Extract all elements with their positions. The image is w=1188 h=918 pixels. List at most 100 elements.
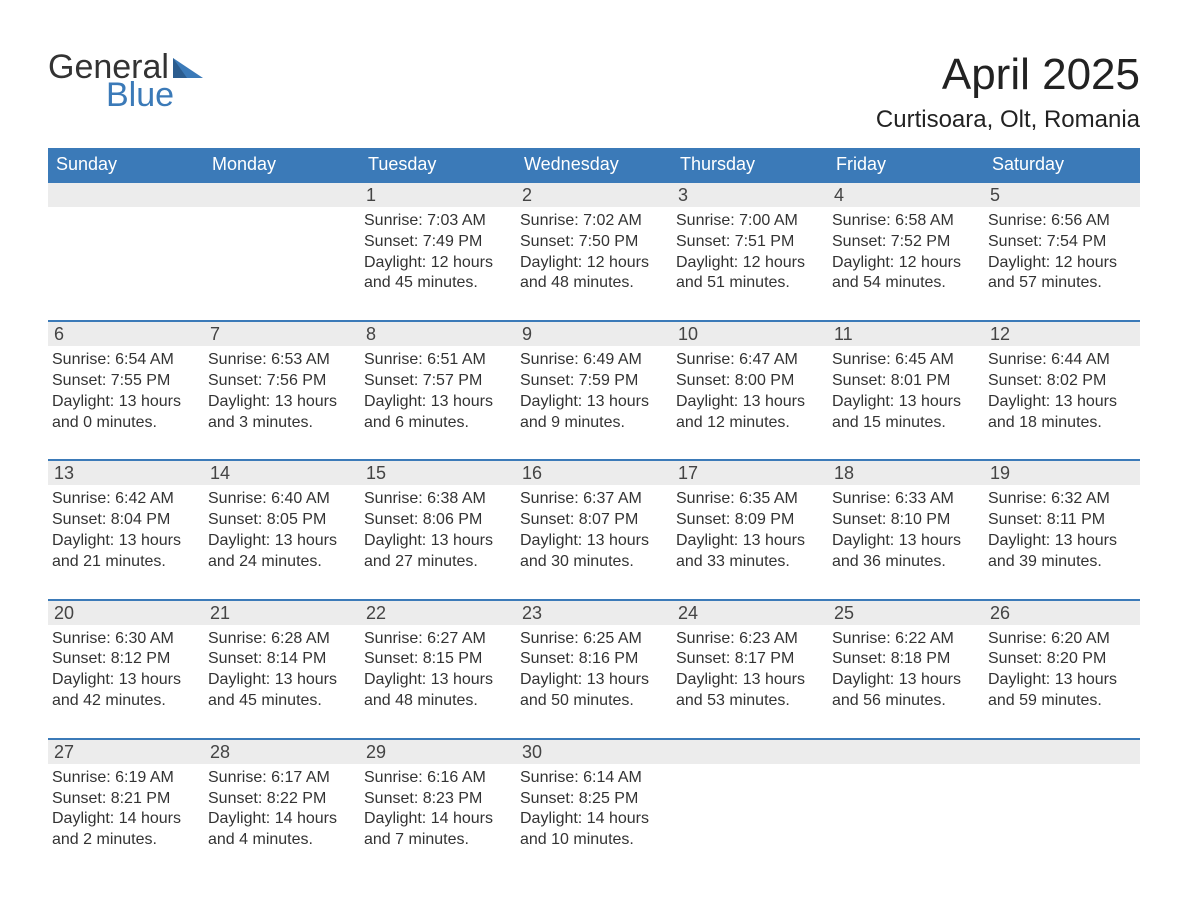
day-cell: 14Sunrise: 6:40 AMSunset: 8:05 PMDayligh…	[204, 460, 360, 599]
day-cell: 10Sunrise: 6:47 AMSunset: 8:00 PMDayligh…	[672, 321, 828, 460]
day-number: 26	[984, 601, 1140, 625]
daylight-line: Daylight: 13 hours and 0 minutes.	[52, 392, 198, 434]
day-cell: 18Sunrise: 6:33 AMSunset: 8:10 PMDayligh…	[828, 460, 984, 599]
day-cell: 20Sunrise: 6:30 AMSunset: 8:12 PMDayligh…	[48, 600, 204, 739]
day-body: Sunrise: 6:47 AMSunset: 8:00 PMDaylight:…	[672, 346, 828, 459]
daylight-line: Daylight: 13 hours and 3 minutes.	[208, 392, 354, 434]
daylight-line: Daylight: 13 hours and 9 minutes.	[520, 392, 666, 434]
day-cell: 30Sunrise: 6:14 AMSunset: 8:25 PMDayligh…	[516, 739, 672, 877]
day-body: Sunrise: 6:16 AMSunset: 8:23 PMDaylight:…	[360, 764, 516, 877]
day-number: 10	[672, 322, 828, 346]
day-number: 8	[360, 322, 516, 346]
weekday-header: Wednesday	[516, 148, 672, 182]
sunset-line: Sunset: 8:00 PM	[676, 371, 822, 392]
daylight-line: Daylight: 13 hours and 59 minutes.	[988, 670, 1134, 712]
sunrise-line: Sunrise: 7:00 AM	[676, 211, 822, 232]
sunset-line: Sunset: 8:20 PM	[988, 649, 1134, 670]
daylight-line: Daylight: 13 hours and 27 minutes.	[364, 531, 510, 573]
daylight-line: Daylight: 14 hours and 10 minutes.	[520, 809, 666, 851]
logo-word2: Blue	[106, 78, 207, 112]
day-number: 2	[516, 183, 672, 207]
weekday-header: Tuesday	[360, 148, 516, 182]
day-body	[204, 207, 360, 307]
day-cell	[672, 739, 828, 877]
day-number: 4	[828, 183, 984, 207]
weekday-header-row: SundayMondayTuesdayWednesdayThursdayFrid…	[48, 148, 1140, 182]
daylight-line: Daylight: 13 hours and 18 minutes.	[988, 392, 1134, 434]
sunset-line: Sunset: 8:22 PM	[208, 789, 354, 810]
sunset-line: Sunset: 7:52 PM	[832, 232, 978, 253]
daylight-line: Daylight: 14 hours and 2 minutes.	[52, 809, 198, 851]
sunset-line: Sunset: 8:06 PM	[364, 510, 510, 531]
sunrise-line: Sunrise: 6:22 AM	[832, 629, 978, 650]
sunset-line: Sunset: 8:25 PM	[520, 789, 666, 810]
day-cell: 4Sunrise: 6:58 AMSunset: 7:52 PMDaylight…	[828, 182, 984, 321]
week-row: 13Sunrise: 6:42 AMSunset: 8:04 PMDayligh…	[48, 460, 1140, 599]
sunset-line: Sunset: 8:01 PM	[832, 371, 978, 392]
day-number: 3	[672, 183, 828, 207]
day-cell: 26Sunrise: 6:20 AMSunset: 8:20 PMDayligh…	[984, 600, 1140, 739]
sunset-line: Sunset: 8:21 PM	[52, 789, 198, 810]
sunrise-line: Sunrise: 6:16 AM	[364, 768, 510, 789]
daylight-line: Daylight: 13 hours and 33 minutes.	[676, 531, 822, 573]
day-body: Sunrise: 6:22 AMSunset: 8:18 PMDaylight:…	[828, 625, 984, 738]
day-cell: 17Sunrise: 6:35 AMSunset: 8:09 PMDayligh…	[672, 460, 828, 599]
sunrise-line: Sunrise: 6:17 AM	[208, 768, 354, 789]
day-body: Sunrise: 6:30 AMSunset: 8:12 PMDaylight:…	[48, 625, 204, 738]
day-cell: 12Sunrise: 6:44 AMSunset: 8:02 PMDayligh…	[984, 321, 1140, 460]
day-body: Sunrise: 6:23 AMSunset: 8:17 PMDaylight:…	[672, 625, 828, 738]
sunset-line: Sunset: 8:11 PM	[988, 510, 1134, 531]
sunset-line: Sunset: 7:59 PM	[520, 371, 666, 392]
day-number	[828, 740, 984, 764]
day-body: Sunrise: 6:38 AMSunset: 8:06 PMDaylight:…	[360, 485, 516, 598]
day-number	[204, 183, 360, 207]
day-body: Sunrise: 6:25 AMSunset: 8:16 PMDaylight:…	[516, 625, 672, 738]
day-number: 19	[984, 461, 1140, 485]
day-number: 20	[48, 601, 204, 625]
sunrise-line: Sunrise: 6:30 AM	[52, 629, 198, 650]
sunset-line: Sunset: 7:54 PM	[988, 232, 1134, 253]
week-row: 1Sunrise: 7:03 AMSunset: 7:49 PMDaylight…	[48, 182, 1140, 321]
sunrise-line: Sunrise: 6:56 AM	[988, 211, 1134, 232]
day-number: 18	[828, 461, 984, 485]
weekday-header: Friday	[828, 148, 984, 182]
daylight-line: Daylight: 13 hours and 21 minutes.	[52, 531, 198, 573]
day-number: 14	[204, 461, 360, 485]
sunrise-line: Sunrise: 6:53 AM	[208, 350, 354, 371]
daylight-line: Daylight: 13 hours and 36 minutes.	[832, 531, 978, 573]
daylight-line: Daylight: 12 hours and 54 minutes.	[832, 253, 978, 295]
day-number: 25	[828, 601, 984, 625]
sunrise-line: Sunrise: 6:14 AM	[520, 768, 666, 789]
daylight-line: Daylight: 13 hours and 39 minutes.	[988, 531, 1134, 573]
day-body: Sunrise: 6:49 AMSunset: 7:59 PMDaylight:…	[516, 346, 672, 459]
daylight-line: Daylight: 12 hours and 45 minutes.	[364, 253, 510, 295]
sunset-line: Sunset: 8:07 PM	[520, 510, 666, 531]
day-body: Sunrise: 6:37 AMSunset: 8:07 PMDaylight:…	[516, 485, 672, 598]
week-row: 6Sunrise: 6:54 AMSunset: 7:55 PMDaylight…	[48, 321, 1140, 460]
sunset-line: Sunset: 8:12 PM	[52, 649, 198, 670]
day-body: Sunrise: 7:00 AMSunset: 7:51 PMDaylight:…	[672, 207, 828, 320]
day-body: Sunrise: 6:53 AMSunset: 7:56 PMDaylight:…	[204, 346, 360, 459]
sunrise-line: Sunrise: 6:40 AM	[208, 489, 354, 510]
day-body: Sunrise: 6:45 AMSunset: 8:01 PMDaylight:…	[828, 346, 984, 459]
daylight-line: Daylight: 12 hours and 48 minutes.	[520, 253, 666, 295]
day-cell: 8Sunrise: 6:51 AMSunset: 7:57 PMDaylight…	[360, 321, 516, 460]
day-number: 21	[204, 601, 360, 625]
day-number: 7	[204, 322, 360, 346]
day-cell	[204, 182, 360, 321]
sunset-line: Sunset: 8:04 PM	[52, 510, 198, 531]
day-number: 22	[360, 601, 516, 625]
day-number: 24	[672, 601, 828, 625]
day-number: 1	[360, 183, 516, 207]
day-number: 12	[984, 322, 1140, 346]
sunset-line: Sunset: 8:18 PM	[832, 649, 978, 670]
sunrise-line: Sunrise: 6:38 AM	[364, 489, 510, 510]
daylight-line: Daylight: 14 hours and 7 minutes.	[364, 809, 510, 851]
daylight-line: Daylight: 14 hours and 4 minutes.	[208, 809, 354, 851]
day-body: Sunrise: 6:20 AMSunset: 8:20 PMDaylight:…	[984, 625, 1140, 738]
week-row: 20Sunrise: 6:30 AMSunset: 8:12 PMDayligh…	[48, 600, 1140, 739]
sunset-line: Sunset: 8:15 PM	[364, 649, 510, 670]
title-block: April 2025 Curtisoara, Olt, Romania	[876, 50, 1140, 140]
daylight-line: Daylight: 13 hours and 42 minutes.	[52, 670, 198, 712]
sunset-line: Sunset: 8:14 PM	[208, 649, 354, 670]
